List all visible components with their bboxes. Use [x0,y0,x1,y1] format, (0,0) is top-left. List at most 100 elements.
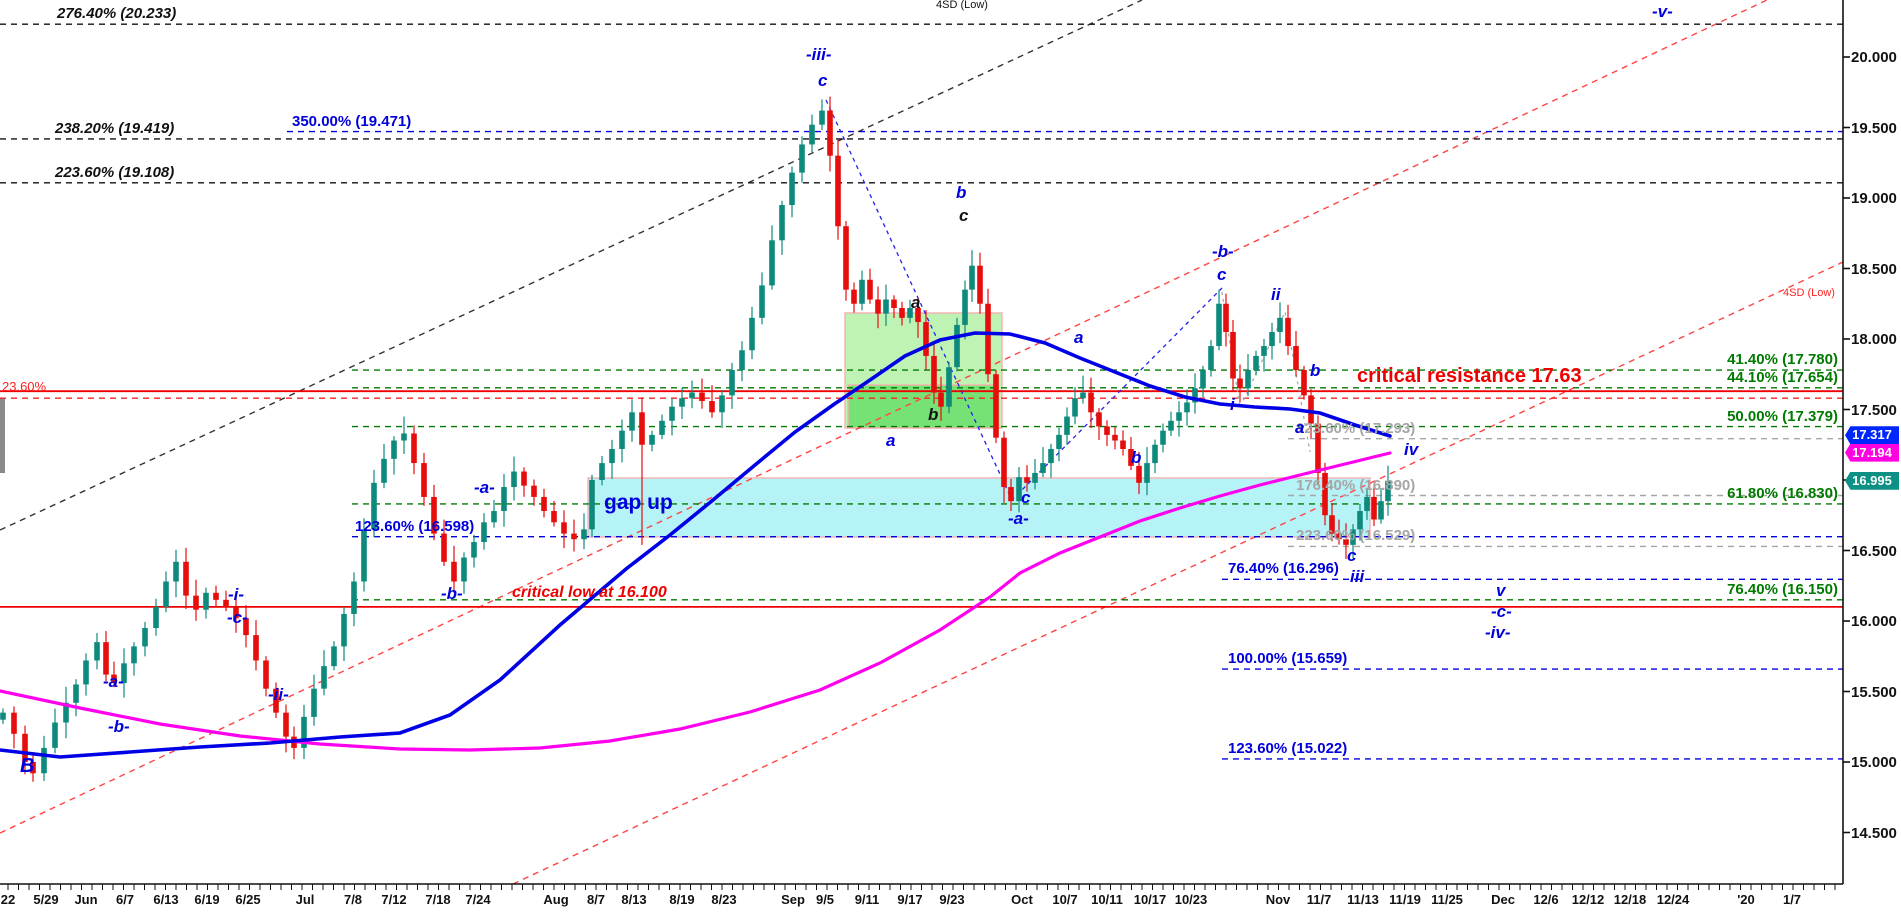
x-axis-label: 9/11 [854,892,880,907]
fib-label-text: 100.00% (15.659) [1228,650,1348,668]
red-channel-lower-4sd-low [512,261,1844,885]
wave-label: -ii- [268,685,289,704]
annotation-text: critical resistance 17.63 [1357,365,1582,387]
fast-ma-line [0,331,1392,759]
fib-label-text: 41.40% (17.780) [1727,351,1838,369]
x-axis-label: 12/12 [1571,892,1605,907]
fib-label-text: 50.00% (17.379) [1727,407,1838,425]
x-axis-label: Dec [1491,892,1515,907]
x-axis-label: 11/25 [1431,892,1463,907]
y-axis-label: 16.500 [1851,542,1897,560]
x-axis-label: Nov [1265,892,1291,907]
y-axis-label: 19.500 [1851,119,1897,137]
x-axis-label: Aug [543,892,569,907]
x-axis-label: 10/7 [1052,892,1078,907]
x-axis-label: 7/18 [425,892,451,907]
wave-label: b [1131,448,1142,467]
wave-label: a [1074,328,1084,347]
wave-label: c [818,71,828,90]
wave-label: -b- [108,717,130,736]
x-axis-label: 7/12 [381,892,407,907]
fib-label-text: 123.60% (15.022) [1228,739,1348,757]
wave-label: -a- [103,672,124,691]
x-axis-label: 10/17 [1133,892,1167,907]
fib-label-text: 223.60% (16.529) [1296,527,1416,545]
x-axis-label: 8/13 [621,892,647,907]
wave-label: B [20,755,35,777]
wave-label: c [1021,488,1031,507]
wave-label: v [1496,581,1506,600]
wave-label: -a- [1008,509,1029,528]
wave-label: -i- [228,585,245,604]
fib-label-text: 276.40% (20.233) [57,5,177,23]
wave-label: i [1230,395,1235,414]
y-axis-label: 15.500 [1851,683,1897,701]
x-axis-label: 7/8 [343,892,363,907]
x-axis-label: 6/19 [194,892,220,907]
fib-label-text: 44.10% (17.654) [1727,368,1838,386]
black-4sd-channel [0,0,1143,531]
wave-label: c [1347,546,1357,565]
left-edge-bar [0,398,5,473]
fib-label-text: 176.40% (16.890) [1296,476,1416,494]
annotation-text: 4SD (Low) [1783,287,1835,299]
x-axis-label: 9/17 [897,892,923,907]
y-axis-label: 19.000 [1851,190,1897,207]
wave-label: -iv- [1485,623,1511,642]
x-axis-label: 6/13 [153,892,179,907]
x-axis-label: Sep [781,892,805,907]
price-tag: 16.995 [1845,471,1899,490]
x-axis-label: 8/19 [669,892,695,907]
wave-label: -c- [1491,602,1512,621]
x-axis-label: 9/23 [939,892,965,907]
wave-label: c [959,206,969,225]
y-axis-label: 14.500 [1851,824,1897,842]
price-tag: 17.194 [1845,443,1899,462]
x-axis-label: 12/24 [1656,892,1690,907]
green-box-lower [847,384,998,429]
wave-label: iv [1404,440,1419,459]
wave-label: b [1310,361,1321,380]
y-axis-label: 18.500 [1851,260,1897,278]
y-axis-label: 18.000 [1851,331,1897,348]
x-axis-label: 12/18 [1613,892,1647,907]
annotation-text: gap up [604,491,673,514]
wave-label: -c- [227,608,248,627]
x-axis-label: 10/23 [1174,892,1208,907]
x-axis-label: Jul [295,892,315,907]
fib-label-text: 223.60% (19.108) [55,163,175,181]
wave-label: -iii- [806,45,832,64]
annotation-text: 23.60% [2,379,47,394]
wave-label: iii [1350,567,1365,586]
x-axis-label: 11/13 [1347,892,1379,907]
wave-label: -a- [474,478,495,497]
x-axis-label: 6/7 [115,892,135,907]
wave-label: -v- [1652,2,1673,21]
wave-label: c [1217,265,1227,284]
wave-label: ii [1271,285,1281,304]
candlesticks [0,96,1391,782]
x-axis-label: 1/7 [1782,892,1802,907]
wave-label: b [956,183,967,202]
x-axis-label: Oct [1011,892,1033,907]
x-axis-label: Jun [74,892,98,907]
fib-label-text: 76.40% (16.296) [1228,560,1339,578]
y-axis-label: 16.000 [1851,613,1897,630]
wave-label: b [928,405,939,424]
y-axis-label: 20.000 [1851,49,1897,66]
fib-label-text: 61.80% (16.830) [1727,484,1838,502]
x-axis-label: 7/24 [465,892,491,907]
wave-label: -b- [1212,242,1234,261]
x-axis-label: 12/6 [1533,892,1559,907]
fib-label-text: 238.20% (19.419) [55,119,175,137]
fib-label-text: 123.60% (16.598) [355,517,475,535]
fib-label-text: 76.40% (16.150) [1727,580,1838,598]
x-axis-label: 8/23 [711,892,737,907]
annotation-text: 4SD (Low) [936,0,988,11]
x-axis-label: 9/5 [815,892,835,907]
x-axis-label: 10/11 [1091,892,1123,907]
x-axis-label: 8/7 [586,892,606,907]
fib-label-text: 123.60% (17.293) [1296,419,1416,437]
